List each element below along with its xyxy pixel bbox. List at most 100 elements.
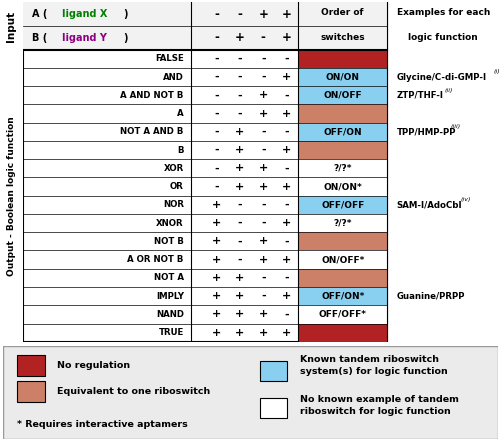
Bar	[298, 214, 387, 232]
Text: -: -	[284, 127, 289, 137]
Text: * Requires interactive aptamers: * Requires interactive aptamers	[18, 420, 188, 430]
Bar	[298, 324, 387, 342]
Text: +: +	[282, 108, 292, 119]
Text: +: +	[258, 7, 268, 21]
Text: +: +	[282, 218, 292, 228]
Text: Input: Input	[6, 11, 16, 41]
Text: Output - Boolean logic function: Output - Boolean logic function	[6, 116, 16, 276]
Text: +: +	[258, 236, 268, 247]
Text: -: -	[238, 254, 242, 265]
Text: +: +	[236, 273, 244, 283]
Text: -: -	[284, 90, 289, 100]
Text: -: -	[214, 163, 219, 173]
Text: -: -	[261, 72, 266, 82]
Text: +: +	[212, 310, 221, 319]
Text: +: +	[282, 182, 292, 191]
Text: +: +	[258, 90, 268, 100]
Text: -: -	[284, 163, 289, 173]
Text: A (: A (	[32, 9, 47, 19]
Text: switches: switches	[320, 34, 365, 42]
Text: XNOR: XNOR	[156, 219, 184, 228]
Bar	[298, 86, 387, 105]
Text: -: -	[214, 54, 219, 64]
Bar	[22, 2, 387, 50]
Text: -: -	[238, 200, 242, 210]
Text: XOR: XOR	[164, 164, 184, 173]
Bar	[260, 398, 287, 419]
Bar	[298, 269, 387, 287]
Text: Glycine/C-di-GMP-I: Glycine/C-di-GMP-I	[396, 73, 486, 82]
Text: (i): (i)	[494, 69, 500, 75]
Text: +: +	[212, 291, 221, 301]
Text: +: +	[258, 182, 268, 191]
Text: -: -	[214, 72, 219, 82]
Bar	[298, 250, 387, 269]
Text: +: +	[236, 310, 244, 319]
Text: +: +	[282, 7, 292, 21]
Text: A AND NOT B: A AND NOT B	[120, 91, 184, 100]
Text: Equivalent to one riboswitch: Equivalent to one riboswitch	[57, 387, 210, 396]
Text: -: -	[284, 310, 289, 319]
Text: OR: OR	[170, 182, 184, 191]
Text: +: +	[236, 328, 244, 338]
Text: -: -	[214, 108, 219, 119]
Text: +: +	[282, 72, 292, 82]
Text: No regulation: No regulation	[57, 361, 130, 370]
Text: +: +	[258, 254, 268, 265]
Text: Order of: Order of	[322, 8, 364, 17]
Text: ZTP/THF-I: ZTP/THF-I	[396, 91, 444, 100]
Bar	[298, 141, 387, 159]
Text: -: -	[214, 127, 219, 137]
Text: ON/ON*: ON/ON*	[324, 182, 362, 191]
Bar	[298, 287, 387, 305]
Text: TRUE: TRUE	[158, 328, 184, 337]
Bar	[18, 381, 44, 402]
Text: ligand Y: ligand Y	[62, 33, 107, 43]
Text: -: -	[261, 218, 266, 228]
Text: -: -	[261, 273, 266, 283]
Text: -: -	[238, 90, 242, 100]
Text: FALSE: FALSE	[155, 54, 184, 64]
Text: ): )	[123, 33, 128, 43]
Text: A OR NOT B: A OR NOT B	[128, 255, 184, 264]
Text: +: +	[258, 108, 268, 119]
Text: NOT A: NOT A	[154, 273, 184, 282]
Text: (iv): (iv)	[461, 197, 471, 202]
Bar	[298, 105, 387, 123]
Text: -: -	[261, 145, 266, 155]
Text: -: -	[238, 218, 242, 228]
Text: -: -	[284, 236, 289, 247]
Text: OFF/ON*: OFF/ON*	[321, 292, 364, 301]
Text: -: -	[238, 236, 242, 247]
Text: SAM-I/AdoCbl: SAM-I/AdoCbl	[396, 200, 462, 209]
Text: NAND: NAND	[156, 310, 184, 319]
Text: -: -	[261, 127, 266, 137]
Text: +: +	[282, 291, 292, 301]
Text: +: +	[212, 218, 221, 228]
Text: -: -	[284, 273, 289, 283]
Text: A: A	[177, 109, 184, 118]
Text: -: -	[238, 72, 242, 82]
Text: TPP/HMP-PP: TPP/HMP-PP	[396, 127, 456, 136]
Text: OFF/OFF*: OFF/OFF*	[318, 310, 366, 319]
Text: Known tandem riboswitch
system(s) for logic function: Known tandem riboswitch system(s) for lo…	[300, 355, 448, 376]
Text: -: -	[261, 31, 266, 44]
Text: AND: AND	[163, 73, 184, 82]
Text: B (: B (	[32, 33, 47, 43]
Text: +: +	[282, 31, 292, 44]
Text: ON/OFF*: ON/OFF*	[321, 255, 364, 264]
Bar	[18, 355, 44, 376]
Text: -: -	[261, 54, 266, 64]
Bar	[298, 196, 387, 214]
Text: ?/?*: ?/?*	[334, 219, 352, 228]
Text: Guanine/PRPP: Guanine/PRPP	[396, 292, 465, 301]
Text: OFF/ON: OFF/ON	[324, 127, 362, 136]
Text: -: -	[284, 54, 289, 64]
Text: -: -	[214, 7, 219, 21]
Text: +: +	[235, 31, 245, 44]
Text: -: -	[214, 31, 219, 44]
Text: +: +	[258, 328, 268, 338]
Text: +: +	[236, 127, 244, 137]
Text: -: -	[238, 7, 242, 21]
Text: +: +	[236, 145, 244, 155]
